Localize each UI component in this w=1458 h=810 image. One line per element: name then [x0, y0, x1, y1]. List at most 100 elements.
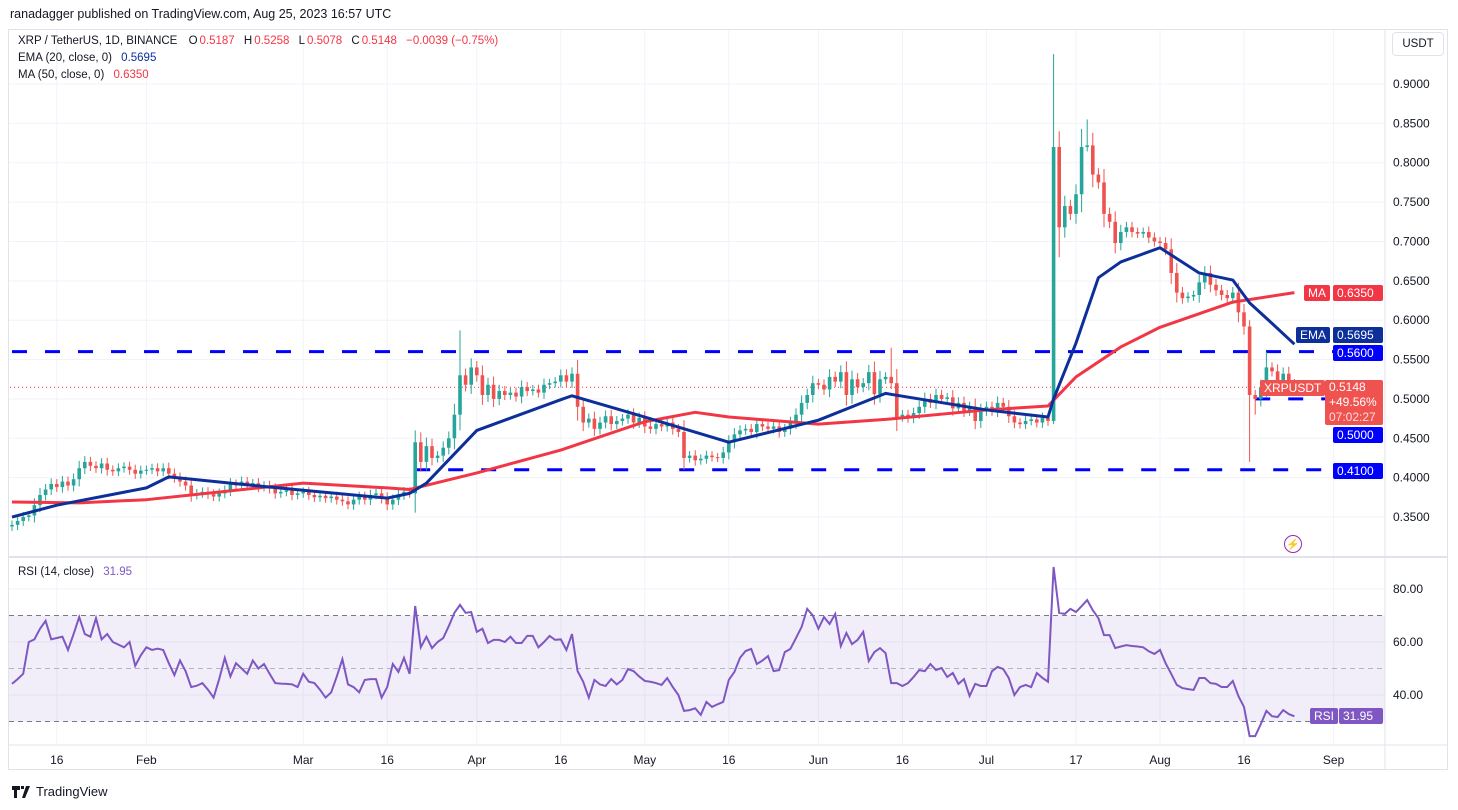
- candle-body: [38, 494, 42, 506]
- rsi-legend[interactable]: RSI (14, close) 31.95: [18, 566, 134, 578]
- currency-button[interactable]: USDT: [1392, 32, 1444, 56]
- price-tick-label: 0.5000: [1393, 392, 1430, 406]
- candle-body: [631, 414, 636, 423]
- candle-body: [1119, 232, 1123, 244]
- axes: 0.3500 0.4000 0.4500 0.5000 0.5500 0.6000 0.65…: [9, 30, 1448, 770]
- ema-value: 0.5695: [121, 52, 157, 64]
- candle-body: [1287, 373, 1291, 384]
- candle-body: [536, 389, 541, 393]
- candle-body: [699, 458, 703, 461]
- candle-body: [1275, 371, 1280, 382]
- time-tick-label: Feb: [136, 753, 157, 767]
- candle-body: [172, 473, 177, 478]
- candle-body: [475, 367, 479, 376]
- candle-body: [497, 391, 501, 399]
- open-label: O: [188, 35, 198, 47]
- candle-body: [1242, 312, 1246, 327]
- symbol-name: XRP / TetherUS, 1D, BINANCE: [18, 35, 178, 47]
- lightning-bolt-icon[interactable]: ⚡: [1284, 535, 1302, 553]
- price-tick-label: 0.6000: [1393, 313, 1430, 327]
- candle-body: [1225, 294, 1229, 299]
- candle-body: [144, 469, 149, 471]
- candle-body: [743, 428, 748, 431]
- candle-body: [564, 375, 569, 382]
- candle-body: [861, 383, 865, 388]
- candle-body: [1191, 294, 1196, 297]
- time-tick-label: Jun: [809, 753, 828, 767]
- low-label: L: [298, 35, 306, 47]
- rsi-label: RSI (14, close): [18, 566, 95, 578]
- price-tick-label: 0.8000: [1393, 156, 1430, 170]
- symbol-legend[interactable]: XRP / TetherUS, 1D, BINANCE O 0.5187 H 0.5…: [18, 35, 500, 47]
- candle-body: [273, 488, 277, 494]
- candle-body: [783, 428, 787, 432]
- candle-body: [626, 414, 630, 419]
- rsi-tag-value: 31.95: [1339, 708, 1383, 724]
- candle-body: [419, 442, 423, 462]
- candle-body: [155, 468, 160, 472]
- candle-body: [189, 485, 193, 495]
- candle-body: [973, 406, 977, 421]
- time-tick-label: 16: [554, 753, 568, 767]
- candle-body: [850, 379, 854, 395]
- candle-body: [676, 428, 681, 432]
- candle-body: [710, 455, 714, 458]
- price-tick-label: 0.7500: [1393, 195, 1430, 209]
- ema-label: EMA (20, close, 0): [18, 52, 112, 64]
- candle-body: [1012, 416, 1017, 423]
- candle-body: [1130, 227, 1134, 233]
- candle-body: [923, 398, 927, 407]
- price-tick-label: 0.8500: [1393, 116, 1430, 130]
- candle-body: [66, 481, 70, 486]
- candle-body: [88, 461, 93, 466]
- candle-body: [878, 379, 882, 395]
- candle-body: [1040, 417, 1045, 423]
- candle-body: [15, 520, 20, 525]
- candle-body: [83, 461, 87, 469]
- high-label: H: [243, 35, 253, 47]
- candle-body: [1180, 292, 1185, 299]
- candle-body: [1096, 174, 1101, 183]
- chart-frame: [8, 29, 1448, 770]
- candle-body: [94, 465, 98, 469]
- candle-body: [1057, 146, 1061, 228]
- candle-body: [553, 381, 557, 384]
- candle-body: [251, 483, 255, 485]
- candle-body: [469, 367, 473, 385]
- candle-body: [1264, 367, 1269, 388]
- candle-body: [1253, 394, 1257, 399]
- change-value: −0.0039 (−0.75%): [406, 35, 499, 47]
- ma-legend[interactable]: MA (50, close, 0) 0.6350: [18, 69, 151, 81]
- candle-body: [71, 479, 76, 486]
- ema-legend[interactable]: EMA (20, close, 0) 0.5695: [18, 52, 158, 64]
- candle-body: [1035, 419, 1039, 423]
- candle-body: [49, 483, 53, 490]
- candle-body: [659, 424, 664, 427]
- candle-body: [637, 417, 641, 423]
- candle-body: [917, 406, 921, 414]
- candle-body: [727, 442, 731, 453]
- candle-body: [55, 483, 59, 488]
- candle-body: [435, 455, 440, 458]
- last-price: 0.5148: [1329, 380, 1366, 394]
- high-value: 0.5258: [254, 35, 290, 47]
- candle-body: [704, 455, 709, 459]
- candle-body: [139, 470, 143, 474]
- candle-body: [1085, 145, 1089, 147]
- candle-body: [447, 438, 451, 448]
- published-info: ranadagger published on TradingView.com,…: [10, 7, 392, 21]
- candle-body: [318, 495, 322, 498]
- candle-body: [211, 494, 216, 497]
- time-tick-label: Apr: [467, 753, 486, 767]
- time-tick-label: Sep: [1323, 753, 1345, 767]
- candle-body: [525, 387, 529, 392]
- candle-body: [1023, 420, 1028, 425]
- candle-body: [312, 494, 317, 498]
- candle-body: [570, 373, 574, 382]
- candle-body: [1091, 145, 1095, 175]
- candle-body: [951, 397, 955, 409]
- candle-body: [178, 477, 182, 482]
- candle-body: [581, 406, 585, 423]
- candle-body: [1270, 367, 1274, 372]
